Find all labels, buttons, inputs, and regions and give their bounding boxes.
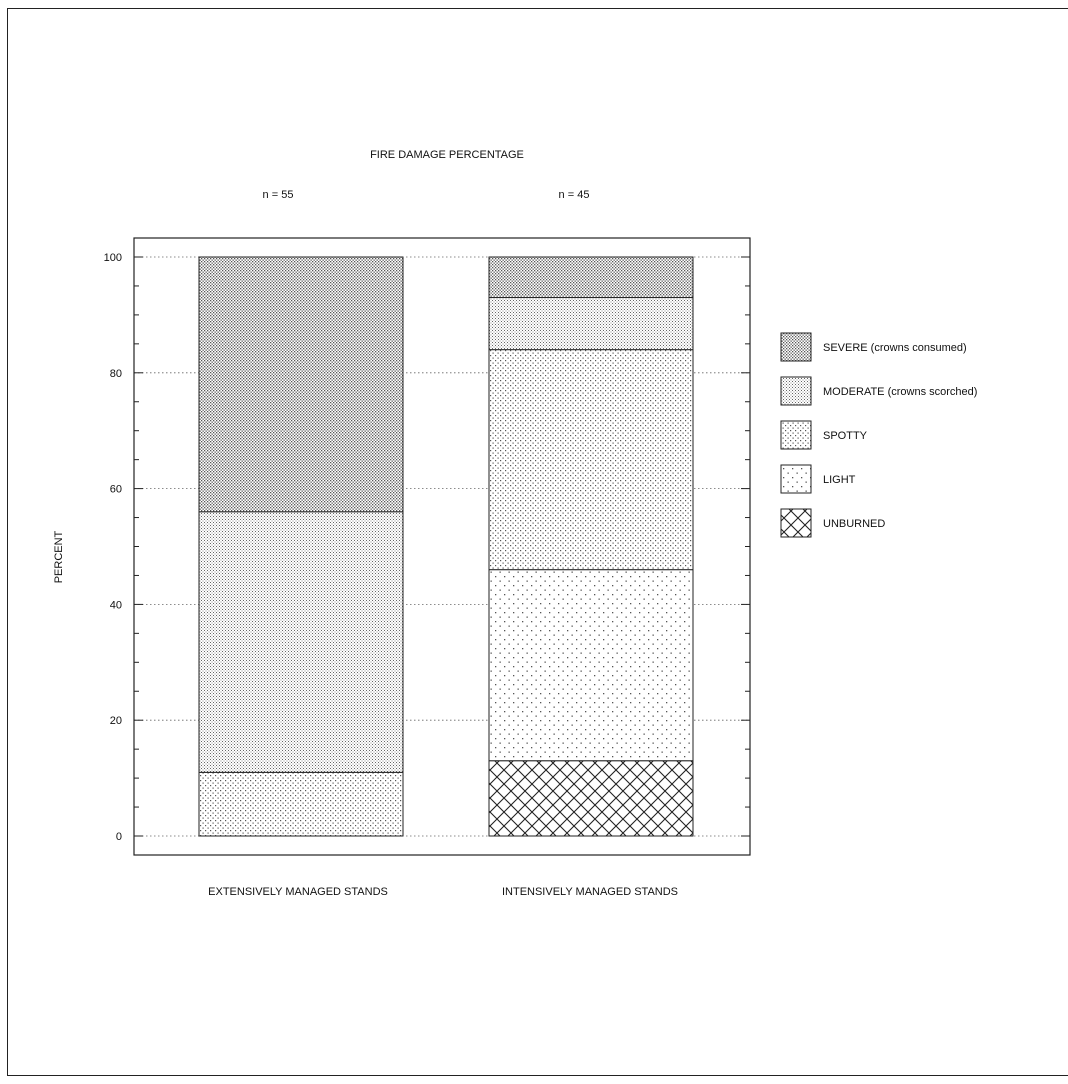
y-tick-label-20: 20 xyxy=(110,715,122,727)
sample-size-0: n = 55 xyxy=(263,189,294,201)
legend-swatch-light xyxy=(780,464,812,494)
bars xyxy=(198,256,694,837)
bar-light-1 xyxy=(488,569,694,762)
y-tick-label-40: 40 xyxy=(110,599,122,611)
legend-label-moderate-crowns-scorched: MODERATE (crowns scorched) xyxy=(823,386,977,398)
legend-label-light: LIGHT xyxy=(823,474,856,486)
figure-frame xyxy=(7,8,1068,1076)
legend-swatch-spotty xyxy=(780,420,812,450)
y-tick-label-100: 100 xyxy=(104,252,122,264)
y-tick-label-80: 80 xyxy=(110,368,122,380)
bar-spotty-1 xyxy=(488,349,694,571)
axes xyxy=(133,237,751,856)
x-tick-label-1: INTENSIVELY MANAGED STANDS xyxy=(502,886,678,898)
legend-label-unburned: UNBURNED xyxy=(823,518,885,530)
bar-severe-crowns-consumed-1 xyxy=(488,256,694,299)
bar-severe-crowns-consumed-0 xyxy=(198,256,404,513)
legend-swatch-unburned xyxy=(780,508,812,538)
chart-title: FIRE DAMAGE PERCENTAGE xyxy=(370,149,524,161)
legend-label-spotty: SPOTTY xyxy=(823,430,868,442)
legend-swatch-moderate-crowns-scorched xyxy=(780,376,812,406)
y-tick-label-60: 60 xyxy=(110,484,122,496)
legend-swatch-severe-crowns-consumed xyxy=(780,332,812,362)
legend: SEVERE (crowns consumed) MODERATE (crowns… xyxy=(780,332,977,538)
bar-moderate-crowns-scorched-0 xyxy=(198,511,404,773)
legend-label-severe-crowns-consumed: SEVERE (crowns consumed) xyxy=(823,342,967,354)
bar-unburned-1 xyxy=(488,760,694,837)
y-axis-label: PERCENT xyxy=(53,530,65,583)
sample-size-1: n = 45 xyxy=(559,189,590,201)
bar-moderate-crowns-scorched-1 xyxy=(488,297,694,351)
y-tick-label-0: 0 xyxy=(116,831,122,843)
bar-spotty-0 xyxy=(198,771,404,837)
x-tick-label-0: EXTENSIVELY MANAGED STANDS xyxy=(208,886,388,898)
y-tick-labels: 0 20 40 60 80 100 xyxy=(104,252,122,843)
